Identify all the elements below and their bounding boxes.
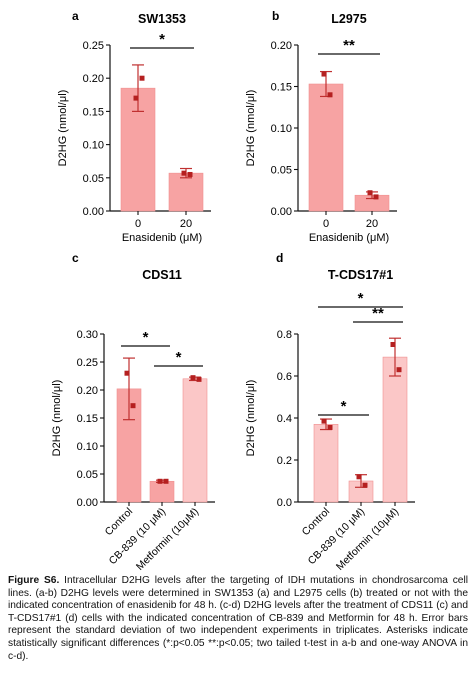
chart-title: SW1353 (138, 12, 186, 26)
y-tick-label: 0.00 (271, 206, 292, 218)
bar (382, 356, 408, 503)
significance-label: * (341, 398, 347, 415)
y-tick-label: 0.05 (83, 173, 104, 185)
y-axis-label: D2HG (nmol/μl) (245, 380, 257, 457)
significance-label: ** (343, 37, 355, 54)
chart-panel-d: d T-CDS17#1 0.0 0.2 0.4 0.6 0.8 D2HG (nmol/μl) C… (245, 251, 415, 573)
x-tick-label: 20 (366, 218, 378, 230)
y-tick-label: 0.8 (277, 329, 292, 341)
x-tick-label: Control (103, 506, 135, 538)
y-tick-label: 0.20 (77, 385, 98, 397)
y-tick-label: 0.30 (77, 329, 98, 341)
y-tick-label: 0.10 (77, 441, 98, 453)
y-tick-label: 0.4 (277, 413, 292, 425)
bar (313, 423, 339, 503)
x-tick-label: Control (300, 506, 332, 538)
y-tick-label: 0.25 (83, 40, 104, 52)
bar (168, 172, 204, 212)
y-tick-label: 0.10 (83, 140, 104, 152)
data-point (321, 418, 327, 424)
panel-letter: a (72, 9, 79, 23)
x-tick-label: 0 (323, 218, 329, 230)
data-point (321, 71, 327, 77)
y-tick-label: 0.25 (77, 357, 98, 369)
significance-label: * (358, 290, 364, 307)
x-tick-label: Metformin (10μM) (334, 506, 401, 573)
y-tick-label: 0.0 (277, 497, 292, 509)
data-point (196, 376, 202, 382)
x-tick-label: Metformin (10μM) (134, 506, 201, 573)
data-point (373, 194, 379, 200)
y-tick-label: 0.20 (271, 40, 292, 52)
data-point (163, 478, 169, 484)
chart-title: CDS11 (142, 268, 182, 282)
bar (182, 378, 208, 503)
chart-panel-a: a SW1353 0.00 0.05 0.10 0.15 0.20 0.25 D2HG (nmo… (57, 9, 211, 244)
data-point (157, 478, 163, 484)
data-point (133, 95, 139, 101)
y-axis-label: D2HG (nmol/μl) (57, 90, 69, 167)
y-tick-label: 0.00 (83, 206, 104, 218)
x-tick-label: 20 (180, 218, 192, 230)
data-point (362, 482, 368, 488)
x-axis-label: Enasidenib (μM) (122, 232, 202, 244)
data-point (181, 170, 187, 176)
data-point (390, 342, 396, 347)
caption-label: Figure S6. (8, 575, 60, 586)
y-tick-label: 0.05 (77, 469, 98, 481)
x-tick-label: CB-839 (10 μM) (107, 506, 168, 567)
y-tick-label: 0.2 (277, 455, 292, 467)
data-point (124, 370, 130, 376)
chart-title: T-CDS17#1 (328, 268, 393, 282)
y-axis-label: D2HG (nmol/μl) (51, 380, 63, 457)
panel-letter: b (272, 9, 279, 23)
significance-label: ** (372, 305, 384, 322)
y-axis-label: D2HG (nmol/μl) (245, 90, 257, 167)
data-point (187, 171, 193, 177)
data-point (396, 367, 402, 373)
y-tick-label: 0.15 (271, 82, 292, 94)
y-tick-label: 0.00 (77, 497, 98, 509)
x-axis-label: Enasidenib (μM) (309, 232, 389, 244)
chart-title: L2975 (331, 12, 366, 26)
bar (308, 83, 344, 212)
significance-label: * (143, 329, 149, 346)
chart-panel-c: c CDS11 0.00 0.05 0.10 0.15 0.20 0.25 0.30 D2HG (… (51, 251, 215, 573)
y-tick-label: 0.15 (77, 413, 98, 425)
data-point (130, 403, 136, 409)
data-point (327, 424, 333, 430)
y-tick-label: 0.05 (271, 165, 292, 177)
data-point (327, 92, 333, 98)
y-tick-label: 0.6 (277, 371, 292, 383)
bar (149, 480, 175, 503)
data-point (367, 190, 373, 196)
caption-text: Intracellular D2HG levels after the targ… (8, 575, 468, 662)
significance-label: * (176, 349, 182, 366)
data-point (356, 474, 362, 480)
significance-label: * (159, 31, 165, 48)
y-tick-label: 0.20 (83, 73, 104, 85)
data-point (139, 75, 145, 81)
figure-caption: Figure S6. Intracellular D2HG levels aft… (8, 575, 468, 663)
data-point (190, 375, 196, 381)
y-tick-label: 0.10 (271, 123, 292, 135)
x-tick-label: 0 (135, 218, 141, 230)
panel-letter: c (72, 251, 79, 265)
panel-letter: d (276, 251, 283, 265)
y-tick-label: 0.15 (83, 106, 104, 118)
chart-panel-b: b L2975 0.00 0.05 0.10 0.15 0.20 D2HG (nmol/μl)… (245, 9, 397, 244)
